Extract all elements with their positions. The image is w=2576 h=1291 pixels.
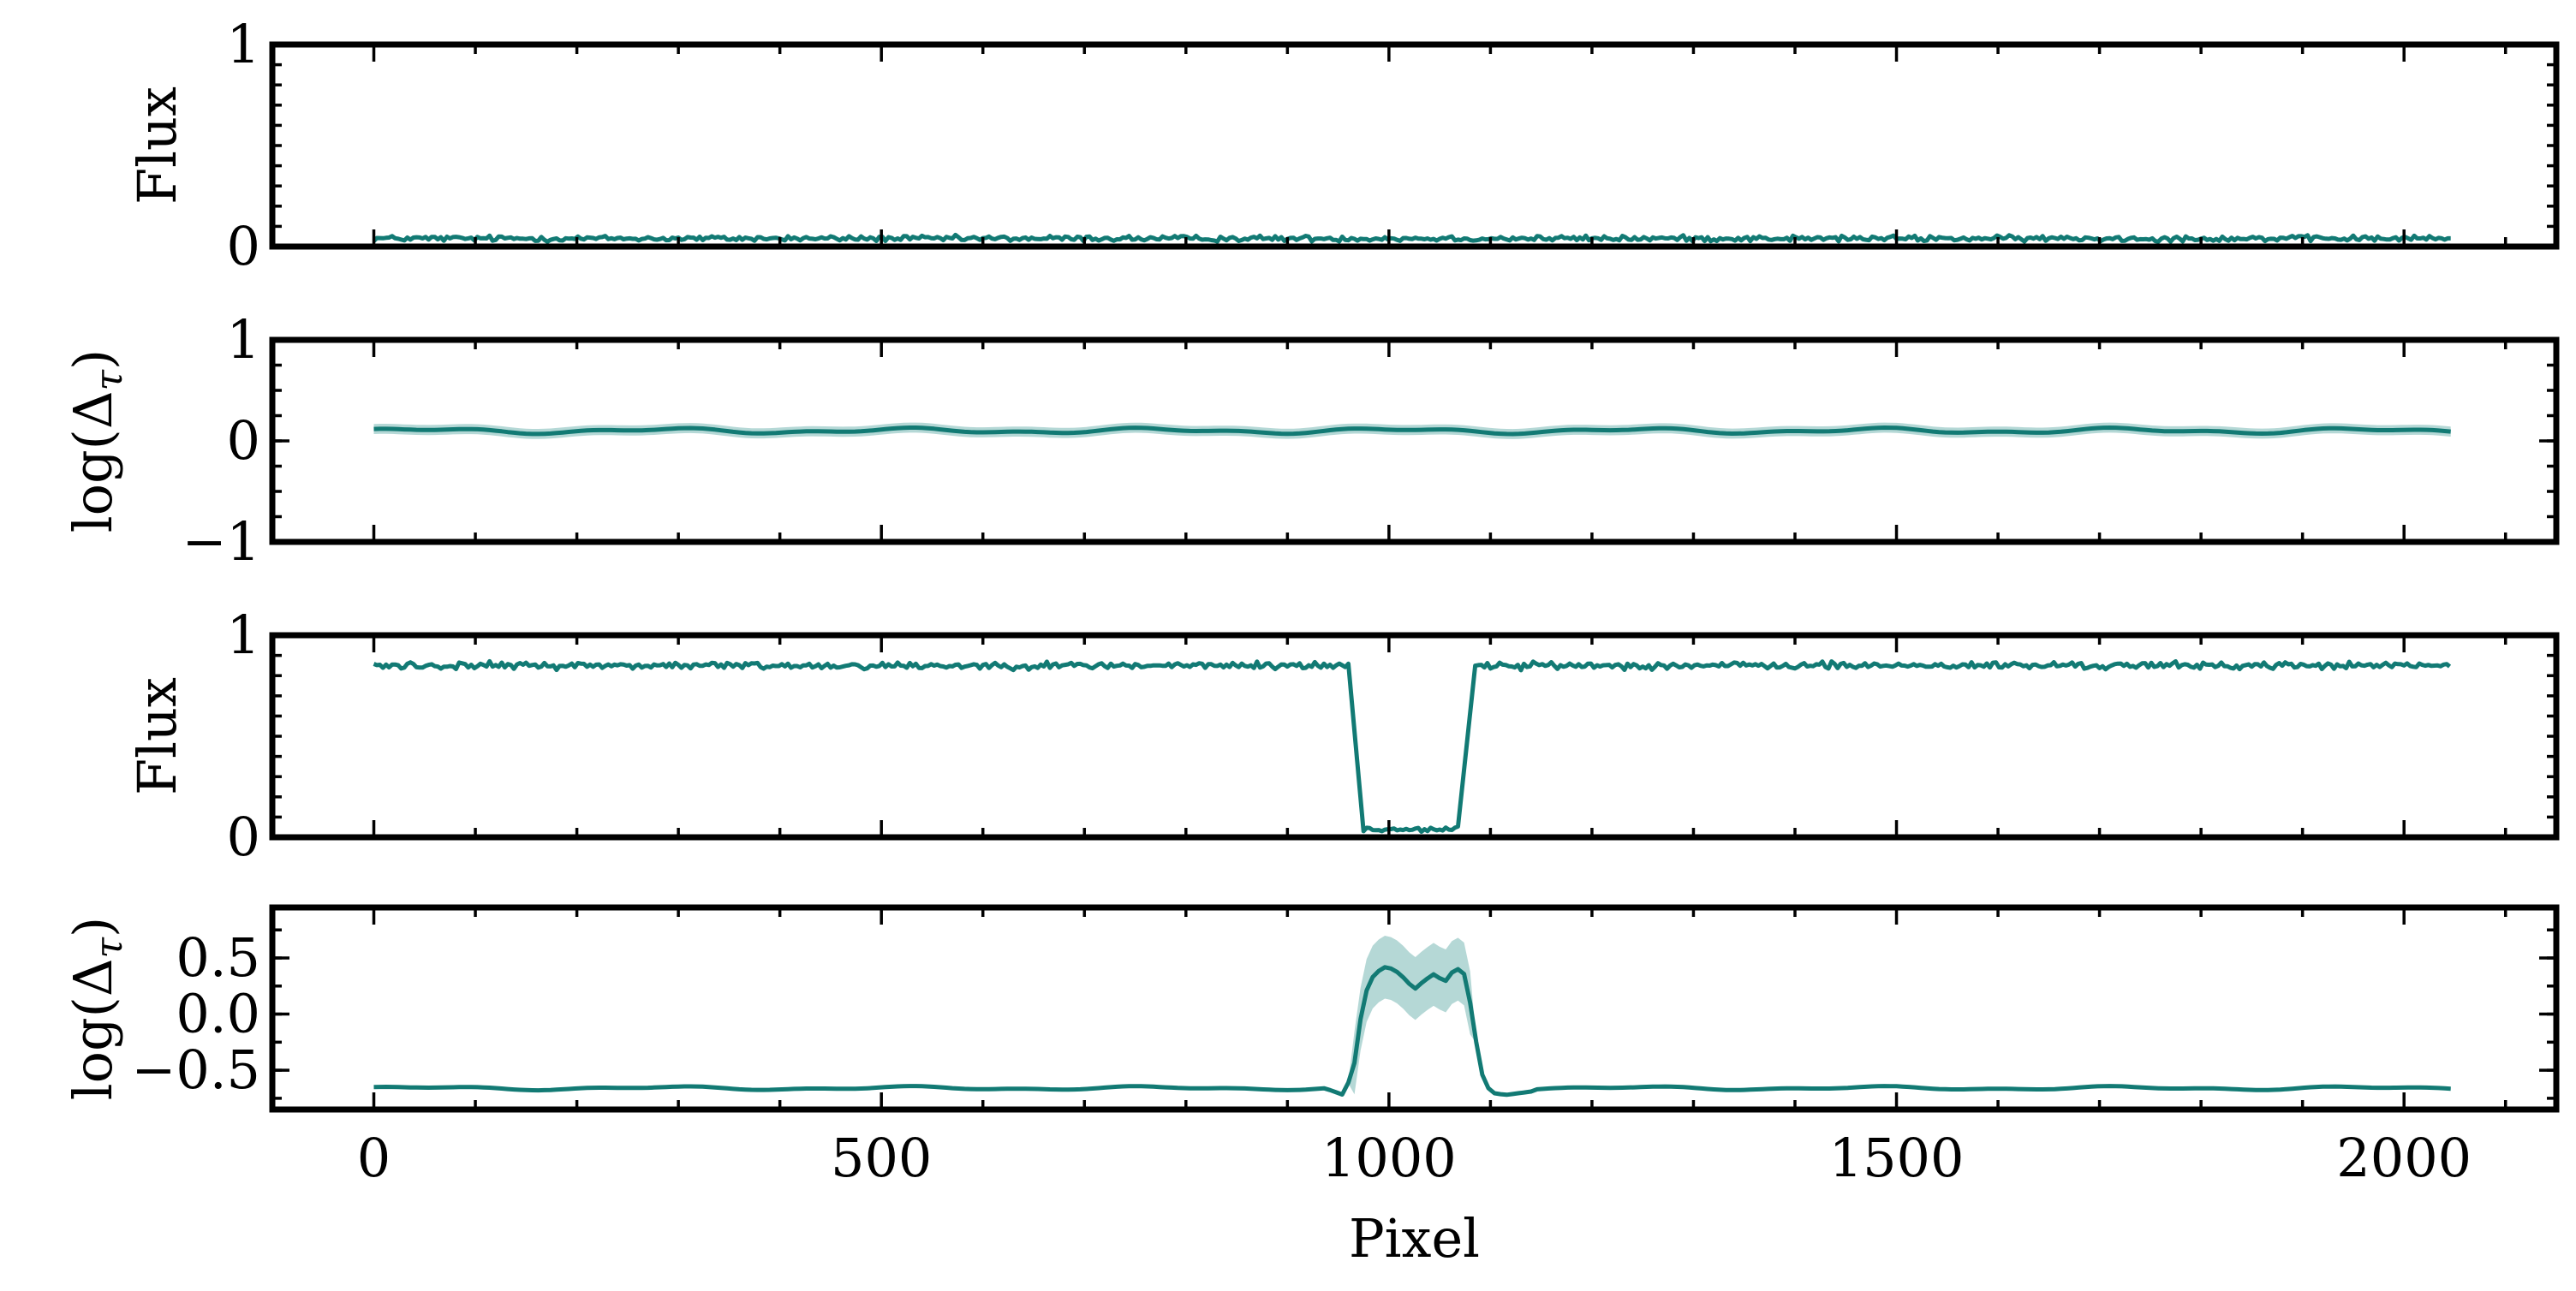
y-axis-label: log(Δτ): [62, 349, 131, 532]
axes-frame: [269, 41, 2560, 250]
x-tick-label: 500: [831, 1127, 932, 1189]
x-tick-label: 2000: [2336, 1127, 2472, 1189]
x-tick-label: 1500: [1829, 1127, 1965, 1189]
x-axis-label: Pixel: [1349, 1207, 1480, 1270]
y-tick-label: −0.5: [131, 1038, 260, 1101]
panel-1: 1 0 Flux: [126, 13, 2560, 277]
series-line: [372, 232, 2451, 244]
y-axis-label: Flux: [126, 677, 188, 795]
y-tick-label: 0.0: [176, 983, 260, 1045]
panel-2: 1 0 −1 log(Δτ): [62, 308, 2560, 573]
y-axis-label: Flux: [126, 86, 188, 205]
y-axis-label: log(Δτ): [62, 917, 131, 1100]
y-tick-label: 0: [227, 215, 260, 277]
series-line: [373, 425, 2451, 437]
panel-3: 1 0 Flux: [126, 604, 2560, 868]
y-tick-label: −1: [182, 510, 260, 573]
axes-frame: [269, 336, 2560, 545]
y-tick-label: 1: [227, 308, 260, 371]
series-line: [373, 965, 2451, 1098]
y-tick-label: 1: [227, 604, 260, 666]
series-line: [373, 658, 2452, 834]
y-tick-label: 1: [227, 13, 260, 75]
axes-frame: [269, 904, 2560, 1113]
x-tick-label: 0: [357, 1127, 391, 1189]
y-tick-label: 0.5: [176, 926, 260, 989]
uncertainty-band: [373, 936, 2451, 1097]
y-tick-label: 0: [227, 806, 260, 868]
y-tick-label: 0: [227, 409, 260, 472]
x-tick-label: 1000: [1321, 1127, 1457, 1189]
